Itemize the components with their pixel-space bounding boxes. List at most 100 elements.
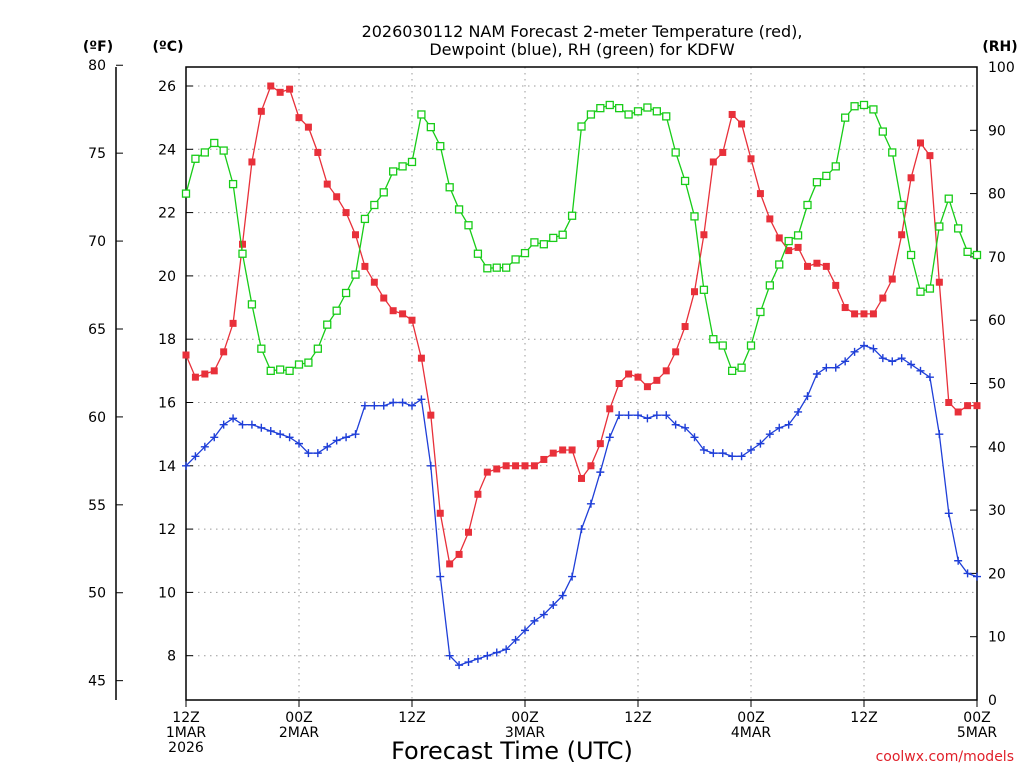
dewpoint-point-39 xyxy=(549,601,558,610)
dewpoint-point-50 xyxy=(652,411,661,420)
dewpoint-point-46 xyxy=(615,411,624,420)
dewpoint-point-5 xyxy=(229,414,238,423)
rh-point-11 xyxy=(285,366,294,375)
rh-point-15 xyxy=(323,320,332,329)
temperature-point-11 xyxy=(286,85,294,93)
temperature-point-25 xyxy=(417,354,425,362)
dewpoint-point-4 xyxy=(219,420,228,429)
temperature-point-40 xyxy=(559,446,567,454)
dewpoint-point-40 xyxy=(558,591,567,600)
fahrenheit-tick-label-7: 80 xyxy=(88,58,106,74)
temperature-point-61 xyxy=(756,190,764,198)
rh-tick-label-10: 100 xyxy=(988,60,1015,76)
rh-point-12 xyxy=(294,360,304,369)
rh-point-58 xyxy=(728,366,737,375)
dewpoint-point-58 xyxy=(728,452,737,461)
temperature-point-8 xyxy=(257,107,265,115)
rh-point-3 xyxy=(210,138,219,148)
rh-point-20 xyxy=(370,200,379,210)
temperature-point-51 xyxy=(662,367,670,375)
dewpoint-point-26 xyxy=(426,461,435,470)
dewpoint-point-1 xyxy=(191,452,200,461)
dewpoint-point-6 xyxy=(238,420,247,429)
dewpoint-point-68 xyxy=(822,363,831,372)
temperature-point-74 xyxy=(879,294,887,302)
dewpoint-point-79 xyxy=(925,373,934,382)
temperature-point-17 xyxy=(342,209,350,217)
temperature-point-56 xyxy=(709,158,717,166)
temperature-point-1 xyxy=(191,373,199,381)
rh-point-10 xyxy=(276,365,285,374)
rh-point-62 xyxy=(765,281,774,290)
dewpoint-point-51 xyxy=(662,411,671,420)
temperature-point-64 xyxy=(785,247,793,255)
rh-point-34 xyxy=(502,263,511,272)
rh-point-5 xyxy=(228,179,238,189)
temperature-point-28 xyxy=(446,560,454,568)
temperature-point-5 xyxy=(229,319,237,327)
dewpoint-point-74 xyxy=(878,354,887,363)
temperature-point-23 xyxy=(399,310,407,318)
temperature-point-13 xyxy=(304,123,312,131)
dewpoint-point-47 xyxy=(624,411,633,420)
dewpoint-point-73 xyxy=(869,344,878,353)
rh-point-56 xyxy=(709,335,718,344)
rh-point-78 xyxy=(916,287,925,296)
celsius-tick-label-4: 16 xyxy=(158,395,176,411)
temperature-point-75 xyxy=(888,275,896,283)
dewpoint-point-84 xyxy=(973,572,981,581)
temperature-point-12 xyxy=(295,114,303,122)
celsius-tick-label-0: 8 xyxy=(167,649,176,665)
rh-point-4 xyxy=(219,146,228,155)
dewpoint-point-83 xyxy=(963,569,972,578)
dewpoint-point-77 xyxy=(907,360,916,369)
dewpoint-point-56 xyxy=(709,449,718,458)
rh-point-47 xyxy=(624,110,633,119)
temperature-point-70 xyxy=(841,304,849,312)
dewpoint-point-49 xyxy=(643,414,652,423)
rh-point-76 xyxy=(897,200,906,210)
rh-point-22 xyxy=(389,167,398,176)
rh-point-64 xyxy=(784,236,793,246)
rh-point-6 xyxy=(238,249,247,258)
temperature-point-33 xyxy=(493,465,501,473)
rh-series xyxy=(181,100,982,375)
rh-point-48 xyxy=(633,107,643,116)
rh-point-69 xyxy=(831,162,840,171)
rh-point-23 xyxy=(398,162,407,171)
dewpoint-point-64 xyxy=(784,420,793,429)
temperature-point-79 xyxy=(926,152,934,160)
dewpoint-point-29 xyxy=(455,661,464,670)
rh-tick-label-0: 0 xyxy=(988,693,997,709)
rh-point-74 xyxy=(878,127,887,136)
rh-point-33 xyxy=(492,263,501,272)
dewpoint-point-12 xyxy=(295,439,303,448)
rh-point-55 xyxy=(699,285,709,294)
dewpoint-point-70 xyxy=(841,357,850,366)
dewpoint-point-63 xyxy=(775,423,784,432)
temperature-point-35 xyxy=(512,462,520,470)
dewpoint-point-14 xyxy=(313,449,322,458)
temperature-point-45 xyxy=(606,405,614,413)
rh-point-36 xyxy=(520,248,530,258)
rh-point-52 xyxy=(671,148,680,157)
rh-point-32 xyxy=(483,264,492,273)
temperature-point-10 xyxy=(276,88,284,96)
dewpoint-point-15 xyxy=(323,442,332,451)
rh-point-57 xyxy=(718,341,727,350)
dewpoint-point-20 xyxy=(370,401,379,410)
temperature-point-47 xyxy=(625,370,633,378)
temperature-point-76 xyxy=(898,231,906,239)
rh-point-79 xyxy=(925,284,935,293)
rh-point-17 xyxy=(341,288,351,298)
temperature-point-52 xyxy=(672,348,680,356)
dewpoint-point-7 xyxy=(247,420,256,429)
plot-frame xyxy=(185,66,978,701)
temperature-point-54 xyxy=(691,288,698,296)
temperature-point-72 xyxy=(860,310,868,318)
temperature-point-16 xyxy=(333,193,341,201)
dewpoint-point-43 xyxy=(586,499,595,508)
dewpoint-point-34 xyxy=(502,645,511,654)
dewpoint-point-75 xyxy=(888,357,897,366)
celsius-tick-label-6: 20 xyxy=(158,269,176,285)
